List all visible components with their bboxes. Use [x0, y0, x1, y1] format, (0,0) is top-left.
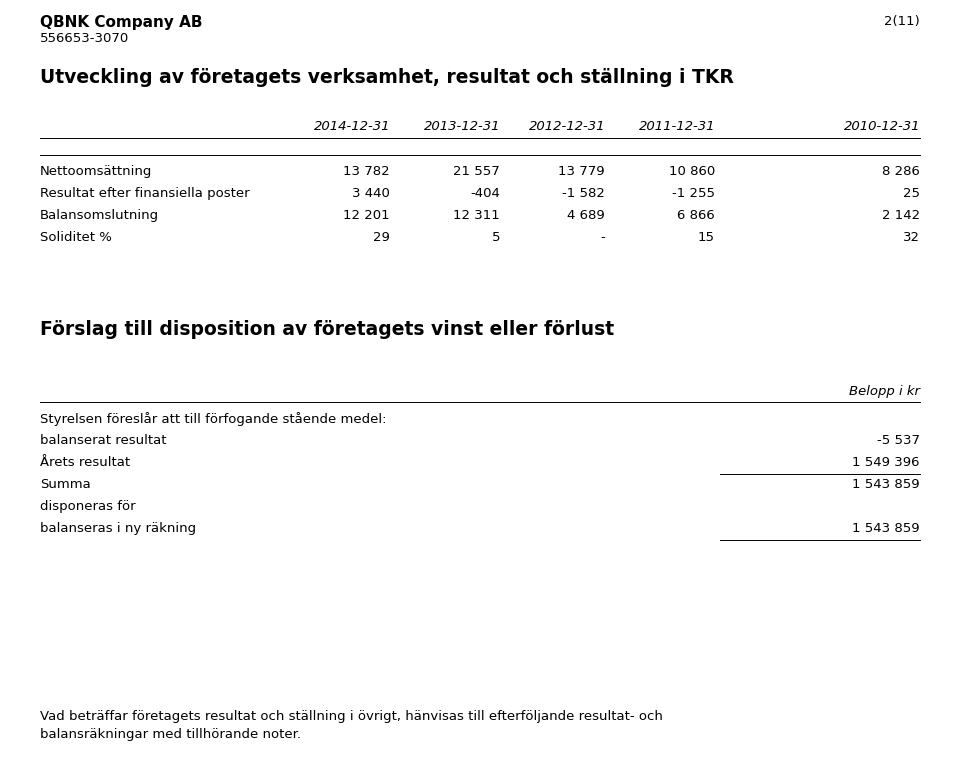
Text: disponeras för: disponeras för — [40, 500, 135, 513]
Text: balanseras i ny räkning: balanseras i ny räkning — [40, 522, 196, 535]
Text: 12 311: 12 311 — [453, 209, 500, 222]
Text: Nettoomsättning: Nettoomsättning — [40, 165, 153, 178]
Text: 1 543 859: 1 543 859 — [852, 478, 920, 491]
Text: 556653-3070: 556653-3070 — [40, 32, 130, 45]
Text: 1 549 396: 1 549 396 — [852, 456, 920, 469]
Text: 2014-12-31: 2014-12-31 — [314, 120, 390, 133]
Text: -5 537: -5 537 — [877, 434, 920, 447]
Text: 12 201: 12 201 — [344, 209, 390, 222]
Text: balansräkningar med tillhörande noter.: balansräkningar med tillhörande noter. — [40, 728, 301, 741]
Text: Vad beträffar företagets resultat och ställning i övrigt, hänvisas till efterföl: Vad beträffar företagets resultat och st… — [40, 710, 662, 723]
Text: Balansomslutning: Balansomslutning — [40, 209, 159, 222]
Text: 3 440: 3 440 — [352, 187, 390, 200]
Text: 21 557: 21 557 — [453, 165, 500, 178]
Text: 25: 25 — [903, 187, 920, 200]
Text: QBNK Company AB: QBNK Company AB — [40, 15, 203, 30]
Text: -1 582: -1 582 — [563, 187, 605, 200]
Text: -1 255: -1 255 — [672, 187, 715, 200]
Text: Förslag till disposition av företagets vinst eller förlust: Förslag till disposition av företagets v… — [40, 320, 614, 339]
Text: Utveckling av företagets verksamhet, resultat och ställning i TKR: Utveckling av företagets verksamhet, res… — [40, 68, 733, 87]
Text: 2(11): 2(11) — [884, 15, 920, 28]
Text: balanserat resultat: balanserat resultat — [40, 434, 166, 447]
Text: 10 860: 10 860 — [669, 165, 715, 178]
Text: 13 779: 13 779 — [559, 165, 605, 178]
Text: 15: 15 — [698, 231, 715, 244]
Text: 6 866: 6 866 — [677, 209, 715, 222]
Text: Styrelsen föreslår att till förfogande stående medel:: Styrelsen föreslår att till förfogande s… — [40, 412, 387, 426]
Text: 1 543 859: 1 543 859 — [852, 522, 920, 535]
Text: -404: -404 — [470, 187, 500, 200]
Text: 32: 32 — [903, 231, 920, 244]
Text: Årets resultat: Årets resultat — [40, 456, 131, 469]
Text: Resultat efter finansiella poster: Resultat efter finansiella poster — [40, 187, 250, 200]
Text: -: - — [600, 231, 605, 244]
Text: 2010-12-31: 2010-12-31 — [844, 120, 920, 133]
Text: 4 689: 4 689 — [567, 209, 605, 222]
Text: 2013-12-31: 2013-12-31 — [423, 120, 500, 133]
Text: Soliditet %: Soliditet % — [40, 231, 112, 244]
Text: Belopp i kr: Belopp i kr — [849, 385, 920, 398]
Text: 2 142: 2 142 — [882, 209, 920, 222]
Text: 8 286: 8 286 — [882, 165, 920, 178]
Text: 2012-12-31: 2012-12-31 — [529, 120, 605, 133]
Text: 13 782: 13 782 — [344, 165, 390, 178]
Text: 2011-12-31: 2011-12-31 — [638, 120, 715, 133]
Text: 5: 5 — [492, 231, 500, 244]
Text: 29: 29 — [373, 231, 390, 244]
Text: Summa: Summa — [40, 478, 91, 491]
